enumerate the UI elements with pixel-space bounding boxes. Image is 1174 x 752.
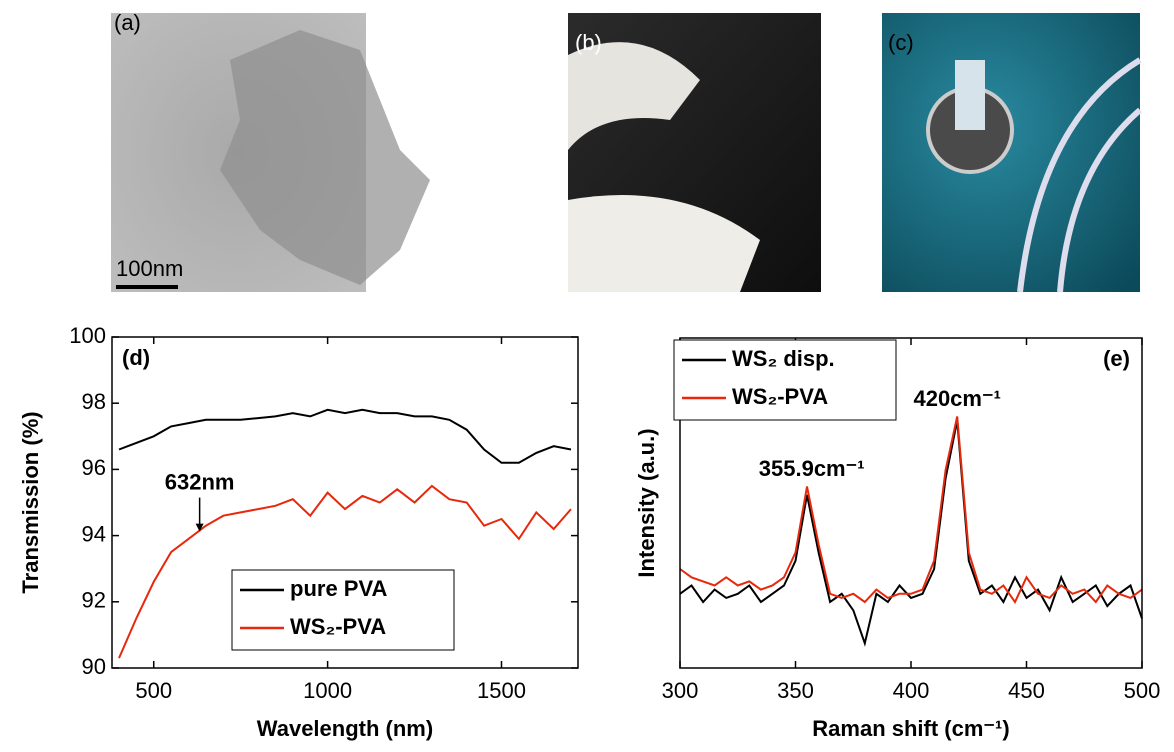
x-axis-label: Raman shift (cm⁻¹) <box>812 716 1009 741</box>
photo-a: (a) 100nm <box>111 10 430 292</box>
photo-c: (c) <box>882 13 1140 292</box>
annotation: 355.9cm⁻¹ <box>759 456 865 481</box>
annotation: 420cm⁻¹ <box>913 386 1000 411</box>
series-line <box>680 421 1142 644</box>
legend-label: WS₂ disp. <box>732 346 835 371</box>
x-tick-label: 500 <box>1124 678 1161 703</box>
scale-bar: 100nm <box>116 256 183 281</box>
x-tick-label: 1500 <box>477 678 526 703</box>
annotation: 632nm <box>165 469 235 494</box>
figure: (a) 100nm (b) (c) 500 1000 1500 90 92 94 96 98 1… <box>0 0 1174 747</box>
x-tick-label: 350 <box>777 678 814 703</box>
y-tick-label: 92 <box>82 588 106 613</box>
panel-label: (c) <box>888 30 914 55</box>
y-tick-label: 100 <box>69 323 106 348</box>
photo-b: (b) <box>568 13 821 292</box>
legend-label: WS₂-PVA <box>290 614 386 639</box>
legend-label: WS₂-PVA <box>732 384 828 409</box>
y-tick-label: 98 <box>82 389 106 414</box>
series-line <box>680 416 1142 602</box>
x-tick-label: 450 <box>1008 678 1045 703</box>
y-tick-label: 90 <box>82 654 106 679</box>
panel-label: (e) <box>1103 346 1130 371</box>
series-line <box>119 410 571 463</box>
legend-label: pure PVA <box>290 576 388 601</box>
y-axis-label: Transmission (%) <box>18 411 43 593</box>
x-tick-label: 500 <box>135 678 172 703</box>
x-axis-label: Wavelength (nm) <box>257 716 433 741</box>
y-tick-label: 94 <box>82 521 106 546</box>
panel-label: (b) <box>575 30 602 55</box>
panel-label: (a) <box>114 10 141 35</box>
panel-label: (d) <box>122 345 150 370</box>
x-tick-label: 1000 <box>303 678 352 703</box>
y-axis-label: Intensity (a.u.) <box>634 428 659 577</box>
y-tick-label: 96 <box>82 455 106 480</box>
x-tick-label: 400 <box>893 678 930 703</box>
x-tick-label: 300 <box>662 678 699 703</box>
